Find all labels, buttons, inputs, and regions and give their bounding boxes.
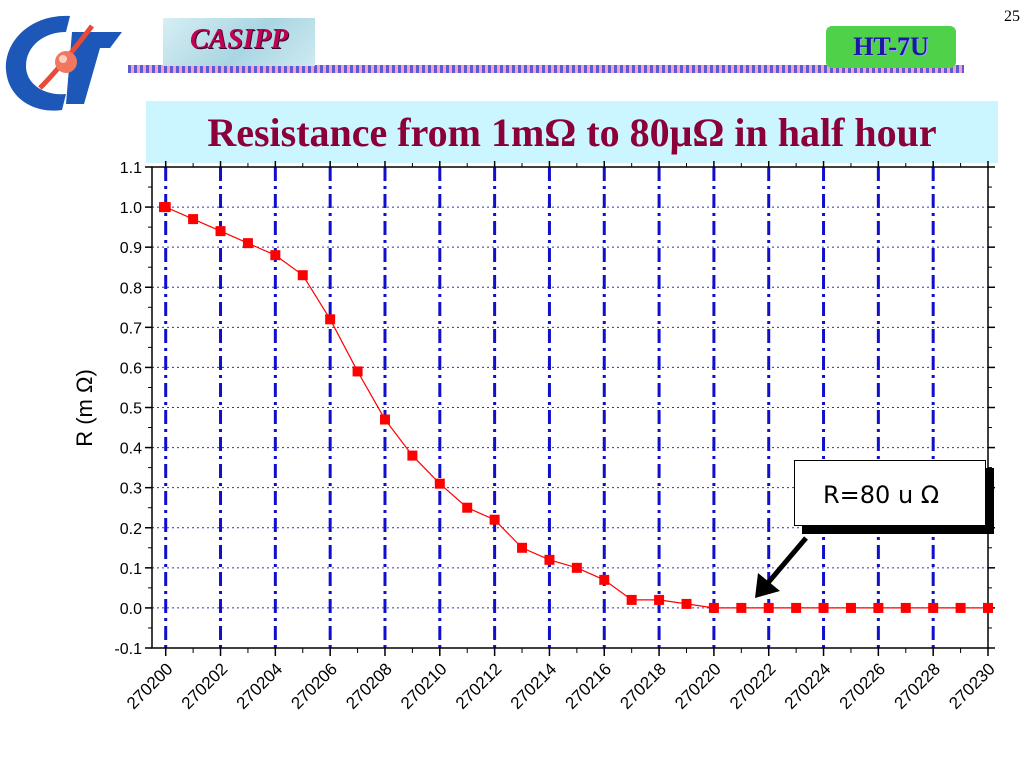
- data-point: [763, 602, 774, 613]
- y-tick-label: 0.9: [120, 240, 142, 257]
- header-divider: [128, 65, 964, 73]
- x-tick-label: 270218: [616, 659, 670, 713]
- title-banner: Resistance from 1mΩ to 80μΩ in half hour: [146, 101, 998, 163]
- data-point: [544, 554, 555, 565]
- callout-box: R=80 u Ω: [794, 460, 986, 526]
- data-point: [955, 602, 966, 613]
- data-point: [188, 214, 199, 225]
- data-point: [845, 602, 856, 613]
- data-point: [517, 542, 528, 553]
- y-tick-label: 1.0: [120, 200, 142, 217]
- x-tick-label: 270208: [342, 659, 396, 713]
- brand-badge: CASIPP: [163, 18, 315, 66]
- x-tick-label: 270230: [945, 659, 999, 713]
- data-point: [983, 602, 993, 613]
- x-tick-label: 270206: [287, 659, 341, 713]
- x-tick-label: 270212: [452, 659, 506, 713]
- callout-label: R=80 u Ω: [823, 481, 940, 509]
- y-tick-label: 0.7: [120, 320, 142, 337]
- y-tick-label: 0.4: [120, 441, 142, 458]
- data-point: [681, 598, 692, 609]
- data-point: [928, 602, 939, 613]
- data-point: [407, 450, 418, 461]
- data-point: [654, 594, 665, 605]
- grid-layer: [152, 167, 988, 648]
- x-tick-label: 270220: [671, 659, 725, 713]
- data-point: [571, 562, 582, 573]
- x-tick-label: 270228: [890, 659, 944, 713]
- project-name: HT-7U: [853, 32, 929, 61]
- data-point: [325, 314, 336, 325]
- y-tick-label: 0.6: [120, 360, 142, 377]
- data-point: [270, 250, 281, 261]
- x-tick-label: 270200: [123, 659, 177, 713]
- data-point: [379, 414, 390, 425]
- x-tick-label: 270210: [397, 659, 451, 713]
- data-point: [160, 202, 171, 213]
- x-tick-label: 270222: [726, 659, 780, 713]
- y-tick-label: 1.1: [120, 160, 142, 177]
- page-number: 25: [1004, 8, 1020, 25]
- slide-title: Resistance from 1mΩ to 80μΩ in half hour: [207, 110, 937, 155]
- data-point: [900, 602, 911, 613]
- project-badge: HT-7U: [826, 26, 956, 68]
- y-tick-label: 0.0: [120, 601, 142, 618]
- data-point: [599, 574, 610, 585]
- y-tick-label: 0.1: [120, 561, 142, 578]
- data-point: [626, 594, 637, 605]
- data-point: [791, 602, 802, 613]
- x-tick-label: 270224: [781, 659, 835, 713]
- plot-frame: [151, 166, 989, 649]
- casipp-logo-icon: [5, 15, 122, 111]
- data-point: [873, 602, 884, 613]
- data-point: [818, 602, 829, 613]
- data-point: [297, 270, 308, 281]
- data-point: [462, 502, 473, 513]
- callout-arrow-icon: [755, 536, 808, 598]
- y-tick-label: 0.3: [120, 481, 142, 498]
- data-point: [434, 478, 445, 489]
- x-tick-label: 270214: [507, 659, 561, 713]
- x-tick-label: 270204: [233, 659, 287, 713]
- data-point: [352, 366, 363, 377]
- x-tick-label: 270202: [178, 659, 232, 713]
- data-point: [708, 602, 719, 613]
- y-axis-label: R (m Ω): [72, 369, 97, 447]
- series-layer: [159, 202, 993, 613]
- data-point: [215, 226, 226, 237]
- data-point: [489, 514, 500, 525]
- data-point: [242, 238, 253, 249]
- x-tick-label: 270226: [836, 659, 890, 713]
- x-tick-label: 270216: [562, 659, 616, 713]
- brand-name: CASIPP: [189, 24, 289, 55]
- y-tick-label: 0.2: [120, 521, 142, 538]
- y-tick-label: 0.5: [120, 401, 142, 418]
- y-tick-label: 0.8: [120, 280, 142, 297]
- y-tick-label: -0.1: [114, 641, 142, 658]
- data-point: [736, 602, 747, 613]
